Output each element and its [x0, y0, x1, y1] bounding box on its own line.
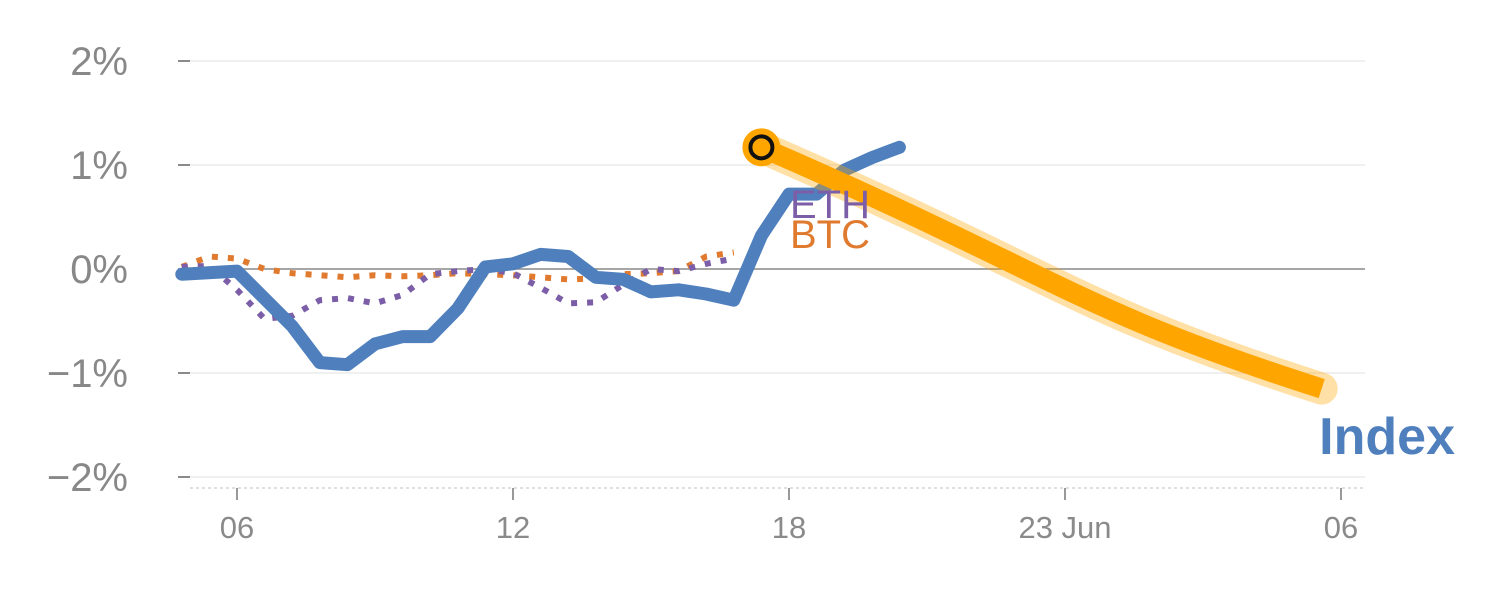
- y-tick-label: −2%: [47, 456, 128, 500]
- series-label-btc: BTC: [790, 213, 870, 257]
- x-tick-label: 12: [496, 510, 530, 545]
- highlight-line: [757, 138, 1325, 399]
- y-tick-label: 1%: [70, 144, 128, 188]
- series-line-eth: [181, 255, 735, 322]
- highlight-layer: [742, 128, 1338, 405]
- y-axis: 2% 1% 0% −1% −2%: [47, 40, 128, 500]
- series-label-index: Index: [1319, 408, 1455, 466]
- highlight-marker: [748, 134, 775, 161]
- y-tick-label: 0%: [70, 248, 128, 292]
- x-tick-label: 18: [772, 510, 806, 545]
- gridlines: [180, 60, 1365, 478]
- x-tick-label: 23 Jun: [1018, 510, 1111, 545]
- y-tick-label: −1%: [47, 352, 128, 396]
- series-label-eth: ETH: [790, 183, 870, 227]
- y-tick-marks: [178, 60, 190, 478]
- y-tick-label: 2%: [70, 40, 128, 84]
- series-layer: [175, 140, 906, 372]
- x-tick-label: 06: [1324, 510, 1358, 545]
- series-line-btc: [180, 249, 735, 283]
- series-line-index: [175, 140, 906, 372]
- x-tick-label: 06: [220, 510, 254, 545]
